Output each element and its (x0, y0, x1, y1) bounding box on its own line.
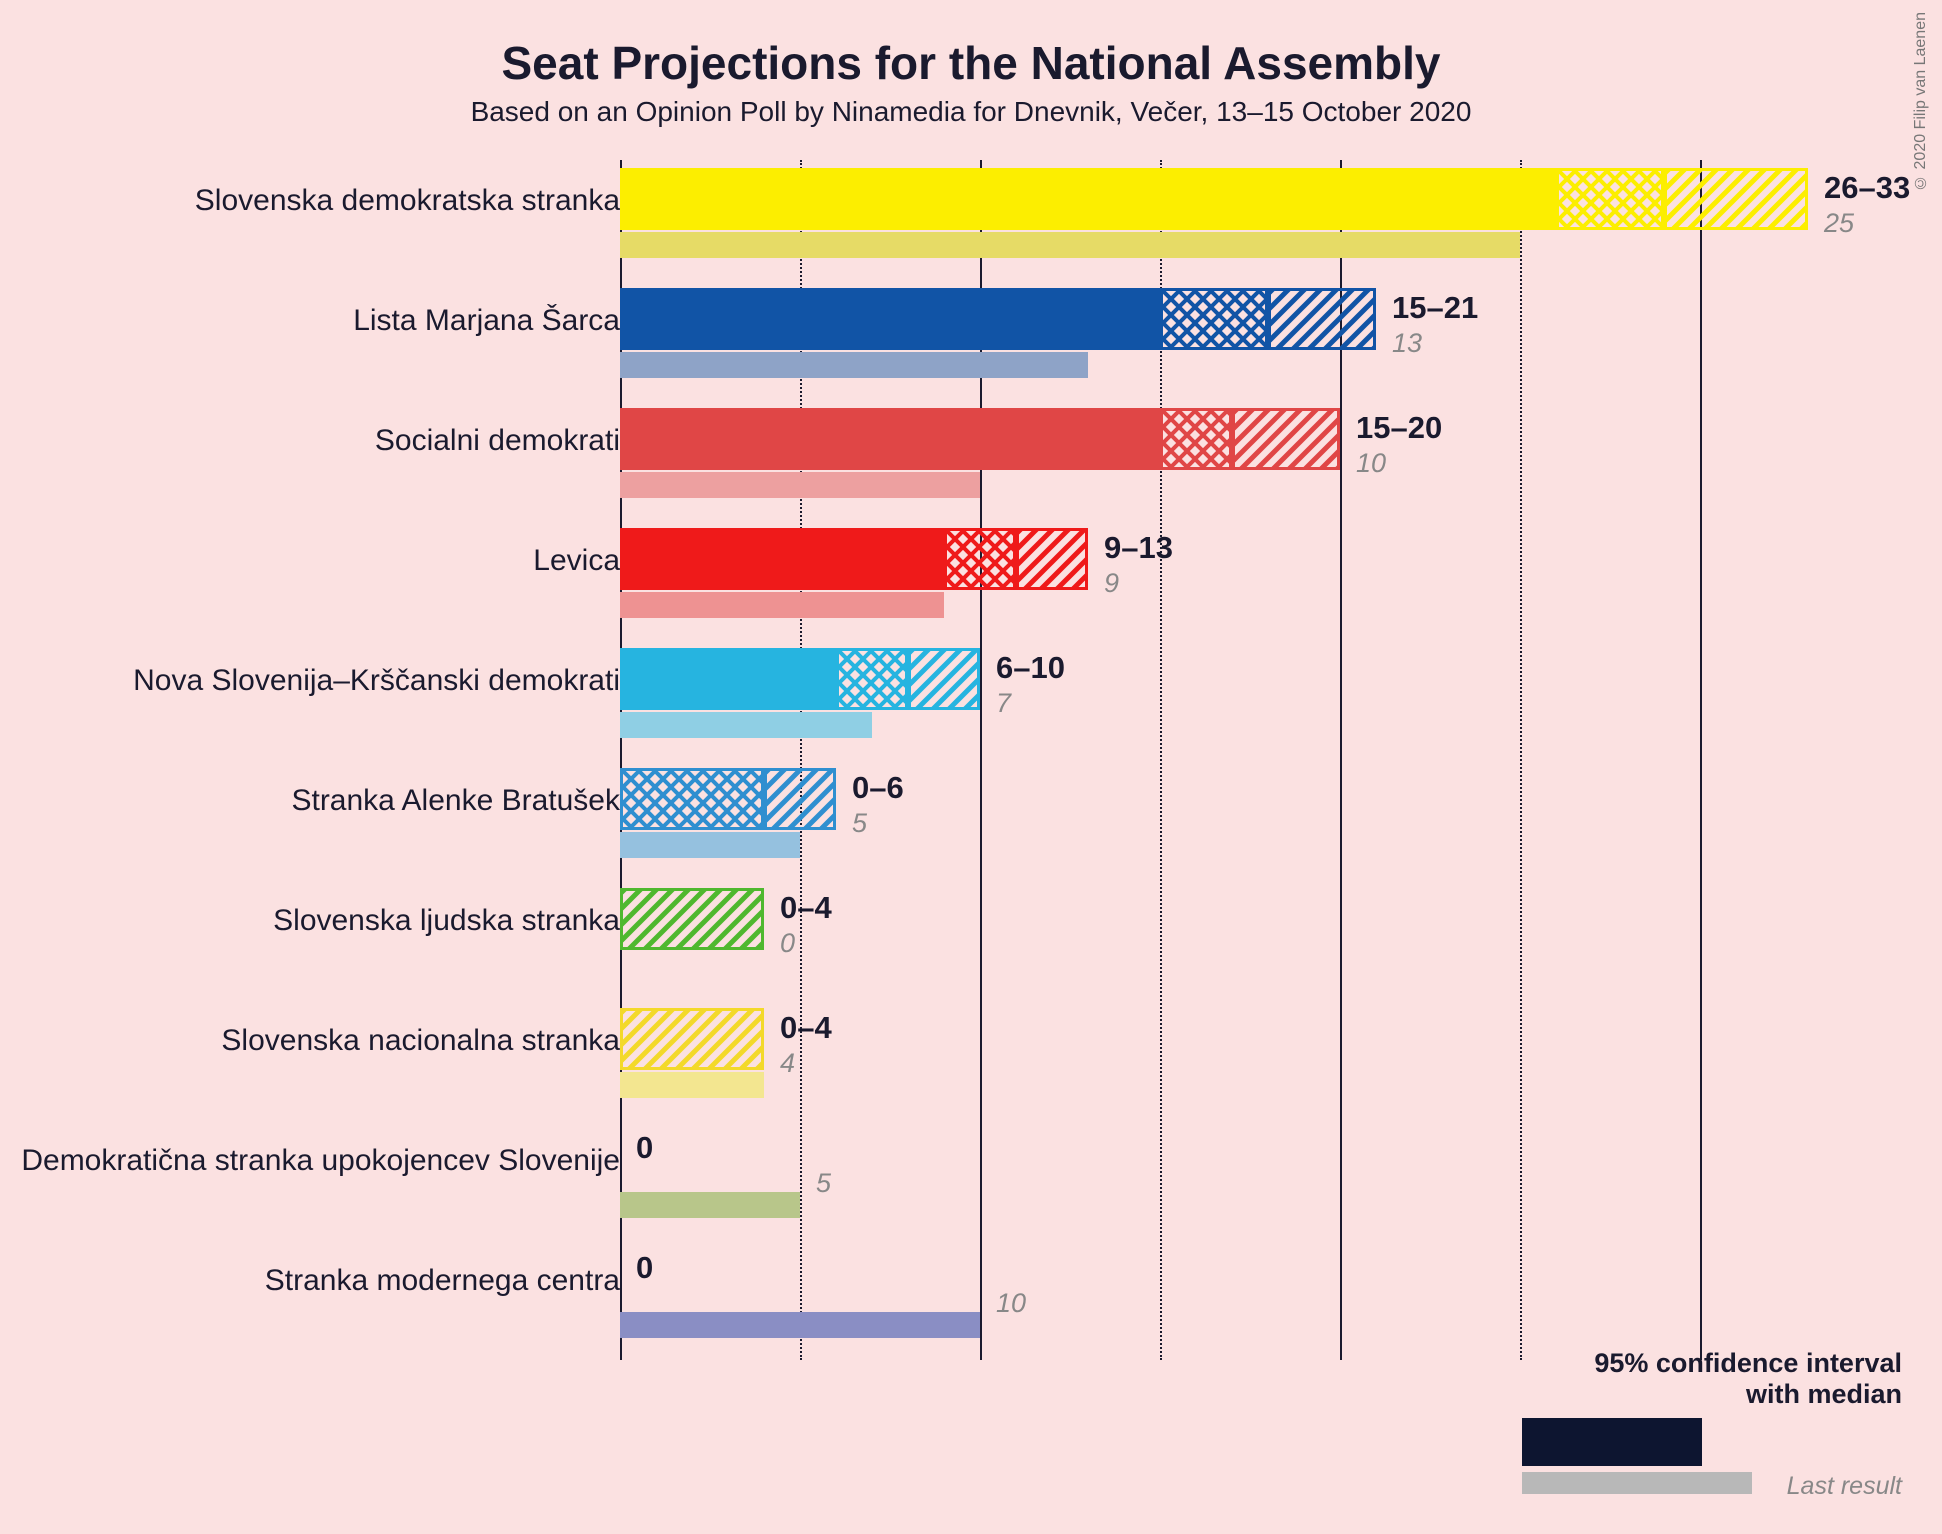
party-row: Demokratična stranka upokojencev Sloveni… (0, 1120, 1942, 1240)
value-last-label: 7 (996, 688, 1011, 719)
bar-ci-high (620, 888, 764, 950)
party-label: Slovenska nacionalna stranka (221, 1024, 620, 1058)
legend-last-row: Last result (1522, 1472, 1902, 1494)
value-range-label: 0–6 (852, 770, 904, 806)
chart-title: Seat Projections for the National Assemb… (0, 36, 1942, 90)
party-label: Socialni demokrati (375, 424, 620, 458)
party-row: Socialni demokrati 15–2010 (0, 400, 1942, 520)
bar-ci-high (1268, 288, 1376, 350)
bar-last-result (620, 592, 944, 618)
party-row: Slovenska ljudska stranka 0–40 (0, 880, 1942, 1000)
value-range-label: 6–10 (996, 650, 1065, 686)
party-label: Nova Slovenija–Krščanski demokrati (133, 664, 620, 698)
bar-last-result (620, 712, 872, 738)
bar-ci-high (1664, 168, 1808, 230)
bar-last-result (620, 1072, 764, 1098)
bar-last-result (620, 1312, 980, 1338)
legend-ci-label-1: 95% confidence interval (1522, 1348, 1902, 1379)
value-range-label: 15–21 (1392, 290, 1478, 326)
party-label: Stranka modernega centra (265, 1264, 620, 1298)
value-last-label: 5 (852, 808, 867, 839)
chart-page: Seat Projections for the National Assemb… (0, 0, 1942, 1534)
value-last-label: 13 (1392, 328, 1422, 359)
party-label: Levica (533, 544, 620, 578)
value-range-label: 15–20 (1356, 410, 1442, 446)
bar-last-result (620, 232, 1520, 258)
bar-ci-mid (620, 768, 764, 830)
legend-last-label: Last result (1787, 1472, 1902, 1501)
party-row: Slovenska demokratska stranka 26–3325 (0, 160, 1942, 280)
bar-ci-high (620, 1008, 764, 1070)
legend-seg-diag (1522, 1418, 1528, 1466)
party-row: Stranka Alenke Bratušek 0–65 (0, 760, 1942, 880)
party-label: Stranka Alenke Bratušek (291, 784, 620, 818)
bar-ci-mid (1160, 408, 1232, 470)
bar-ci-low (620, 528, 944, 590)
value-last-label: 10 (996, 1288, 1026, 1319)
value-last-label: 25 (1824, 208, 1854, 239)
party-label: Demokratična stranka upokojencev Sloveni… (21, 1144, 620, 1178)
seat-projection-chart: Slovenska demokratska stranka 26–3325 List… (0, 160, 1942, 1420)
bar-last-result (620, 472, 980, 498)
legend: 95% confidence interval with median Last… (1522, 1348, 1902, 1494)
legend-seg-solid (1522, 1418, 1702, 1466)
value-last-label: 9 (1104, 568, 1119, 599)
value-range-label: 0–4 (780, 890, 832, 926)
party-row: Slovenska nacionalna stranka 0–44 (0, 1000, 1942, 1120)
bar-last-result (620, 352, 1088, 378)
bar-ci-low (620, 648, 836, 710)
party-label: Slovenska ljudska stranka (273, 904, 620, 938)
bar-ci-mid (836, 648, 908, 710)
value-last-label: 4 (780, 1048, 795, 1079)
party-row: Nova Slovenija–Krščanski demokrati 6–107 (0, 640, 1942, 760)
bar-ci-high (908, 648, 980, 710)
value-range-label: 0–4 (780, 1010, 832, 1046)
legend-ci-label-2: with median (1522, 1379, 1902, 1410)
party-row: Levica 9–139 (0, 520, 1942, 640)
chart-subtitle: Based on an Opinion Poll by Ninamedia fo… (0, 96, 1942, 128)
bar-last-result (620, 832, 800, 858)
bar-last-result (620, 1192, 800, 1218)
party-label: Lista Marjana Šarca (353, 304, 620, 338)
value-last-label: 5 (816, 1168, 831, 1199)
value-last-label: 10 (1356, 448, 1386, 479)
value-range-label: 0 (636, 1130, 653, 1166)
value-range-label: 9–13 (1104, 530, 1173, 566)
value-range-label: 26–33 (1824, 170, 1910, 206)
bar-ci-high (1232, 408, 1340, 470)
bar-ci-high (1016, 528, 1088, 590)
party-label: Slovenska demokratska stranka (195, 184, 620, 218)
value-range-label: 0 (636, 1250, 653, 1286)
bar-ci-mid (1556, 168, 1664, 230)
value-last-label: 0 (780, 928, 795, 959)
bar-ci-mid (944, 528, 1016, 590)
bar-ci-high (764, 768, 836, 830)
bar-ci-low (620, 288, 1160, 350)
party-row: Stranka modernega centra 0 10 (0, 1240, 1942, 1360)
bar-ci-low (620, 168, 1556, 230)
legend-ci-bar (1522, 1418, 1902, 1466)
legend-last-bar (1522, 1472, 1752, 1494)
bar-ci-mid (1160, 288, 1268, 350)
bar-ci-low (620, 408, 1160, 470)
party-row: Lista Marjana Šarca 15–2113 (0, 280, 1942, 400)
